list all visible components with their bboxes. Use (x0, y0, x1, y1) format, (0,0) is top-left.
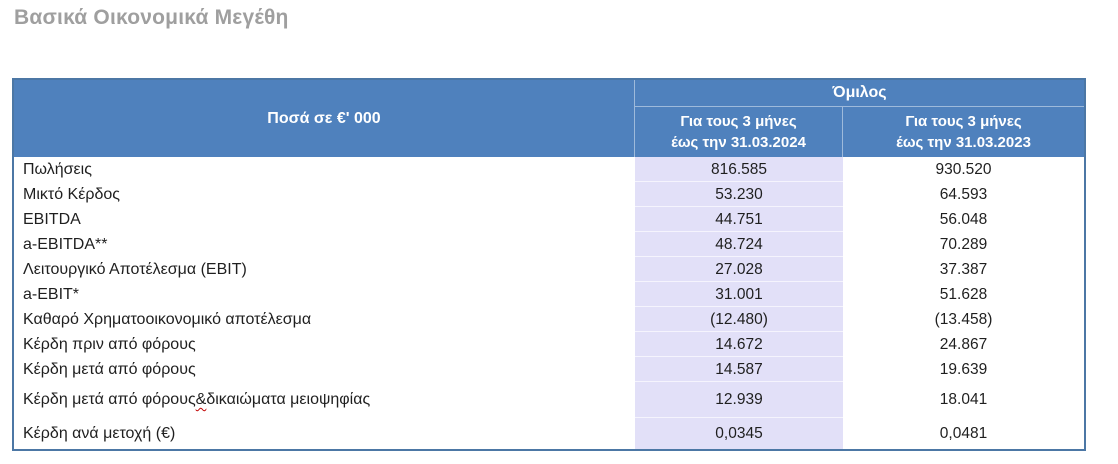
value-2024-ebit: 27.028 (635, 257, 843, 282)
row-label-net-financial-result: Καθαρό Χρηματοοικονομικό αποτέλεσμα (23, 310, 312, 328)
value-2024-a-ebit: 31.001 (635, 282, 843, 307)
row-label-earnings-per-share: Κέρδη ανά μετοχή (€) (23, 424, 176, 442)
value-2024-earnings-per-share: 0,0345 (635, 418, 843, 449)
row-label-a-ebitda: a-EBITDA** (23, 235, 108, 253)
value-2023-profit-before-tax: 24.867 (939, 335, 988, 353)
spellcheck-ampersand: & (195, 391, 207, 408)
value-2024-profit-after-tax-minority: 12.939 (635, 382, 843, 418)
value-2023-a-ebit: 51.628 (939, 285, 988, 303)
financials-table: Ποσά σε €' 000 Όμιλος Για τους 3 μήνες έ… (12, 78, 1086, 451)
value-2024-sales: 816.585 (635, 157, 843, 182)
page-title: Βασικά Οικονομικά Μεγέθη (14, 6, 289, 29)
header-period-2023-line2: έως την 31.03.2023 (896, 134, 1031, 151)
row-label-ebit: Λειτουργικό Αποτέλεσμα (EBIT) (23, 260, 247, 278)
value-2023-gross-profit: 64.593 (939, 185, 988, 203)
value-2023-a-ebitda: 70.289 (939, 235, 988, 253)
value-2023-ebit: 37.387 (939, 260, 988, 278)
header-period-2023-line1: Για τους 3 μήνες (905, 113, 1022, 130)
header-period-2023: Για τους 3 μήνες έως την 31.03.2023 (843, 107, 1084, 157)
header-group-label: Όμιλος (635, 80, 1084, 107)
header-period-2024-line1: Για τους 3 μήνες (680, 113, 797, 130)
row-label-profit-after-tax: Κέρδη μετά από φόρους (23, 360, 196, 378)
header-period-2024: Για τους 3 μήνες έως την 31.03.2024 (635, 107, 843, 157)
value-2024-ebitda: 44.751 (635, 207, 843, 232)
row-label-profit-before-tax: Κέρδη πριν από φόρους (23, 335, 196, 353)
row-label-gross-profit: Μικτό Κέρδος (23, 185, 120, 203)
row-label-ebitda: EBITDA (23, 210, 81, 228)
value-2023-profit-after-tax: 19.639 (939, 360, 988, 378)
row-label-a-ebit: a-EBIT* (23, 285, 80, 303)
row-label-sales: Πωλήσεις (23, 160, 92, 178)
value-2024-profit-after-tax: 14.587 (635, 357, 843, 382)
value-2024-profit-before-tax: 14.672 (635, 332, 843, 357)
value-2024-a-ebitda: 48.724 (635, 232, 843, 257)
value-2023-profit-after-tax-minority: 18.041 (939, 391, 988, 408)
row-label-part-post: δικαιώματα μειοψηφίας (206, 391, 371, 408)
header-amounts-label: Ποσά σε €' 000 (14, 80, 635, 157)
value-2023-net-financial-result: (13.458) (934, 310, 993, 328)
value-2023-sales: 930.520 (935, 160, 992, 178)
row-label-profit-after-tax-minority: Κέρδη μετά από φόρους & δικαιώματα μειοψ… (14, 382, 635, 418)
value-2024-gross-profit: 53.230 (635, 182, 843, 207)
row-label-part-pre: Κέρδη μετά από φόρους (23, 391, 196, 408)
header-period-2024-line2: έως την 31.03.2024 (671, 134, 806, 151)
value-2023-earnings-per-share: 0,0481 (939, 424, 988, 442)
value-2024-net-financial-result: (12.480) (635, 307, 843, 332)
value-2023-ebitda: 56.048 (939, 210, 988, 228)
